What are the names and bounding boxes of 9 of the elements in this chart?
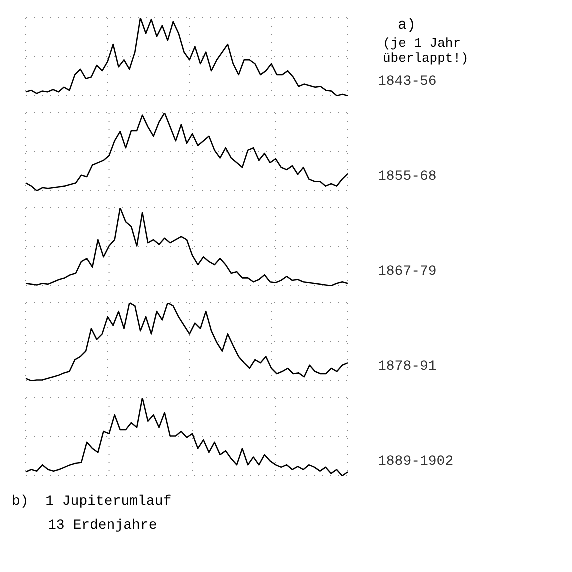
text: 1855-68 xyxy=(378,169,437,185)
text: a) xyxy=(398,17,418,34)
text: (je 1 Jahr überlappt!) xyxy=(383,36,470,66)
text: 1878-91 xyxy=(378,359,437,375)
text: 1867-79 xyxy=(378,264,437,280)
text: b) 1 Jupiterumlauf xyxy=(12,494,172,510)
text: 1843-56 xyxy=(378,74,437,90)
text: 13 Erdenjahre xyxy=(48,518,158,534)
text: 1889-1902 xyxy=(378,454,454,470)
